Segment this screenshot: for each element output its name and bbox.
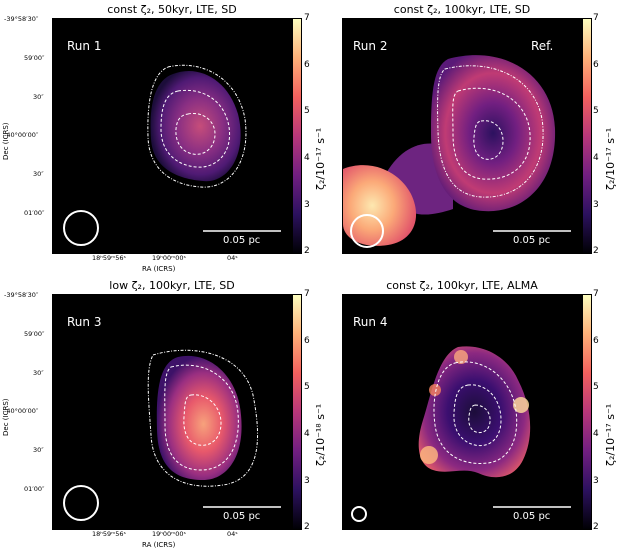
panel-3-contour-mid: [164, 364, 239, 471]
panel-1-scalebar-label: 0.05 pc: [223, 235, 261, 246]
panel-2-cbar-label: ζ₂/10⁻¹⁷ s⁻¹: [604, 127, 617, 190]
panel-2-contour-mid: [452, 87, 531, 180]
panel-3-title: low ζ₂, 100kyr, LTE, SD: [109, 279, 235, 292]
panel-2-title: const ζ₂, 100kyr, LTE, SD: [393, 3, 531, 16]
panel-3-contour-outer: [147, 349, 258, 487]
panel-3-beam: [63, 485, 99, 521]
panel-3-ytick-1: 59′00″: [24, 330, 45, 338]
panel-1-cbar-tick-7: 7: [304, 13, 310, 23]
panel-1-cbar-tick-5: 5: [304, 106, 310, 116]
panel-1-xtick-2: 04ˢ: [227, 254, 238, 262]
panel-4-contour-outer: [433, 361, 518, 464]
panel-1-cbar-tick-2: 2: [304, 246, 310, 256]
panel-1-contour-outer: [147, 64, 247, 188]
panel-3-cbar-label: ζ₂/10⁻¹⁸ s⁻¹: [314, 403, 327, 466]
panel-3-scalebar-label: 0.05 pc: [223, 511, 261, 522]
panel-1-ytick-0: -39°58′30″: [4, 15, 39, 23]
panel-3-emission: [156, 355, 242, 480]
panel-3-cbar-tick-7: 7: [304, 289, 310, 299]
panel-1-contour-inner: [175, 112, 216, 155]
panel-3-map: Run 3 0.05 pc: [52, 294, 292, 530]
panel-1-xlabel: RA (ICRS): [142, 265, 176, 273]
panel-3-colorbar: [292, 294, 302, 530]
panel-2-run-label: Run 2: [353, 39, 388, 53]
panel-3-ytick-4: 30″: [33, 446, 44, 454]
panel-3-run-label: Run 3: [67, 315, 102, 329]
panel-3-ylabel: Dec (ICRS): [2, 398, 10, 437]
panel-1-ylabel: Dec (ICRS): [2, 122, 10, 161]
panel-3-cbar-tick-3: 3: [304, 476, 310, 486]
panel-1-cbar-label: ζ₂/10⁻¹⁷ s⁻¹: [314, 127, 327, 190]
panel-2-colorbar: [582, 18, 592, 254]
panel-1-cbar-tick-4: 4: [304, 153, 310, 163]
panel-3-cbar-tick-4: 4: [304, 429, 310, 439]
panel-3-cbar-tick-2: 2: [304, 522, 310, 532]
panel-2-contour-inner: [473, 120, 504, 160]
panel-1-run-label: Run 1: [67, 39, 102, 53]
panel-2-cbar-tick-6: 6: [593, 60, 599, 70]
panel-2-south-clump: [343, 165, 417, 246]
panel-1-ytick-5: 01′00″: [24, 209, 45, 217]
panel-2-beam: [350, 214, 384, 248]
panel-4-svg: [351, 346, 571, 522]
panel-3-xtick-0: 18ʰ59ᵐ56ˢ: [92, 530, 126, 538]
panel-4-run-label: Run 4: [353, 315, 388, 329]
panel-2-scalebar-label: 0.05 pc: [513, 235, 551, 246]
panel-1-emission: [150, 70, 241, 182]
panel-1-colorbar: [292, 18, 302, 254]
panel-1-svg: [63, 64, 281, 246]
panel-4-title: const ζ₂, 100kyr, LTE, ALMA: [386, 279, 538, 292]
panel-4-cbar-tick-6: 6: [593, 336, 599, 346]
panel-3-svg: [63, 349, 281, 521]
panel-4-cbar-tick-3: 3: [593, 476, 599, 486]
panel-4-hotspot-3: [420, 446, 438, 464]
panel-4-map: Run 4 0.05 pc: [342, 294, 582, 530]
panel-4-cbar-label: ζ₂/10⁻¹⁷ s⁻¹: [604, 403, 617, 466]
panel-4-cbar-tick-4: 4: [593, 429, 599, 439]
panel-2-cbar-tick-2: 2: [593, 246, 599, 256]
panel-3-ytick-0: -39°58′30″: [4, 291, 39, 299]
panel-4-hotspot-4: [429, 384, 441, 396]
panel-4-contour-mid: [453, 384, 502, 447]
panel-2-main-clump: [431, 55, 556, 212]
panel-3-xtick-1: 19ʰ00ᵐ00ˢ: [152, 530, 186, 538]
panel-1-map: Run 1 0.05 pc: [52, 18, 292, 254]
panel-4-colorbar: [582, 294, 592, 530]
panel-4-cbar-tick-2: 2: [593, 522, 599, 532]
panel-1-xtick-0: 18ʰ59ᵐ56ˢ: [92, 254, 126, 262]
panel-3-ytick-5: 01′00″: [24, 485, 45, 493]
panel-2-cbar-tick-4: 4: [593, 153, 599, 163]
panel-1-ytick-3: -40°00′00″: [4, 131, 39, 139]
panel-4-cbar-tick-5: 5: [593, 382, 599, 392]
panel-2-cbar-tick-7: 7: [593, 13, 599, 23]
panel-1-ytick-1: 59′00″: [24, 54, 45, 62]
panel-4-scalebar-label: 0.05 pc: [513, 511, 551, 522]
panel-3-contour-inner: [183, 394, 222, 446]
panel-3-xtick-2: 04ˢ: [227, 530, 238, 538]
panel-1-beam: [63, 210, 99, 246]
panel-1-cbar-tick-6: 6: [304, 60, 310, 70]
panel-1-ytick-2: 30″: [33, 93, 44, 101]
panel-3-cbar-tick-5: 5: [304, 382, 310, 392]
panel-2-map: Run 2 Ref. 0.05 pc: [342, 18, 582, 254]
panel-3-xlabel: RA (ICRS): [142, 541, 176, 549]
panel-4-beam: [351, 506, 367, 522]
panel-2-cbar-tick-5: 5: [593, 106, 599, 116]
panel-1-title: const ζ₂, 50kyr, LTE, SD: [107, 3, 237, 16]
panel-2-contour-outer: [437, 65, 544, 198]
panel-4-contour-inner: [468, 404, 491, 434]
panel-1-cbar-tick-3: 3: [304, 200, 310, 210]
panel-4-hotspot-1: [454, 350, 468, 364]
panel-4-cbar-tick-7: 7: [593, 289, 599, 299]
panel-2-svg: [343, 55, 571, 248]
panel-2-cbar-tick-3: 3: [593, 200, 599, 210]
panel-1-xtick-1: 19ʰ00ᵐ00ˢ: [152, 254, 186, 262]
panel-3-ytick-3: -40°00′00″: [4, 407, 39, 415]
panel-4-hotspot-2: [513, 397, 529, 413]
panel-1-contour-mid: [160, 89, 231, 168]
panel-3-ytick-2: 30″: [33, 369, 44, 377]
panel-1-ytick-4: 30″: [33, 170, 44, 178]
panel-2-ref-label: Ref.: [531, 39, 554, 53]
panel-3-cbar-tick-6: 6: [304, 336, 310, 346]
